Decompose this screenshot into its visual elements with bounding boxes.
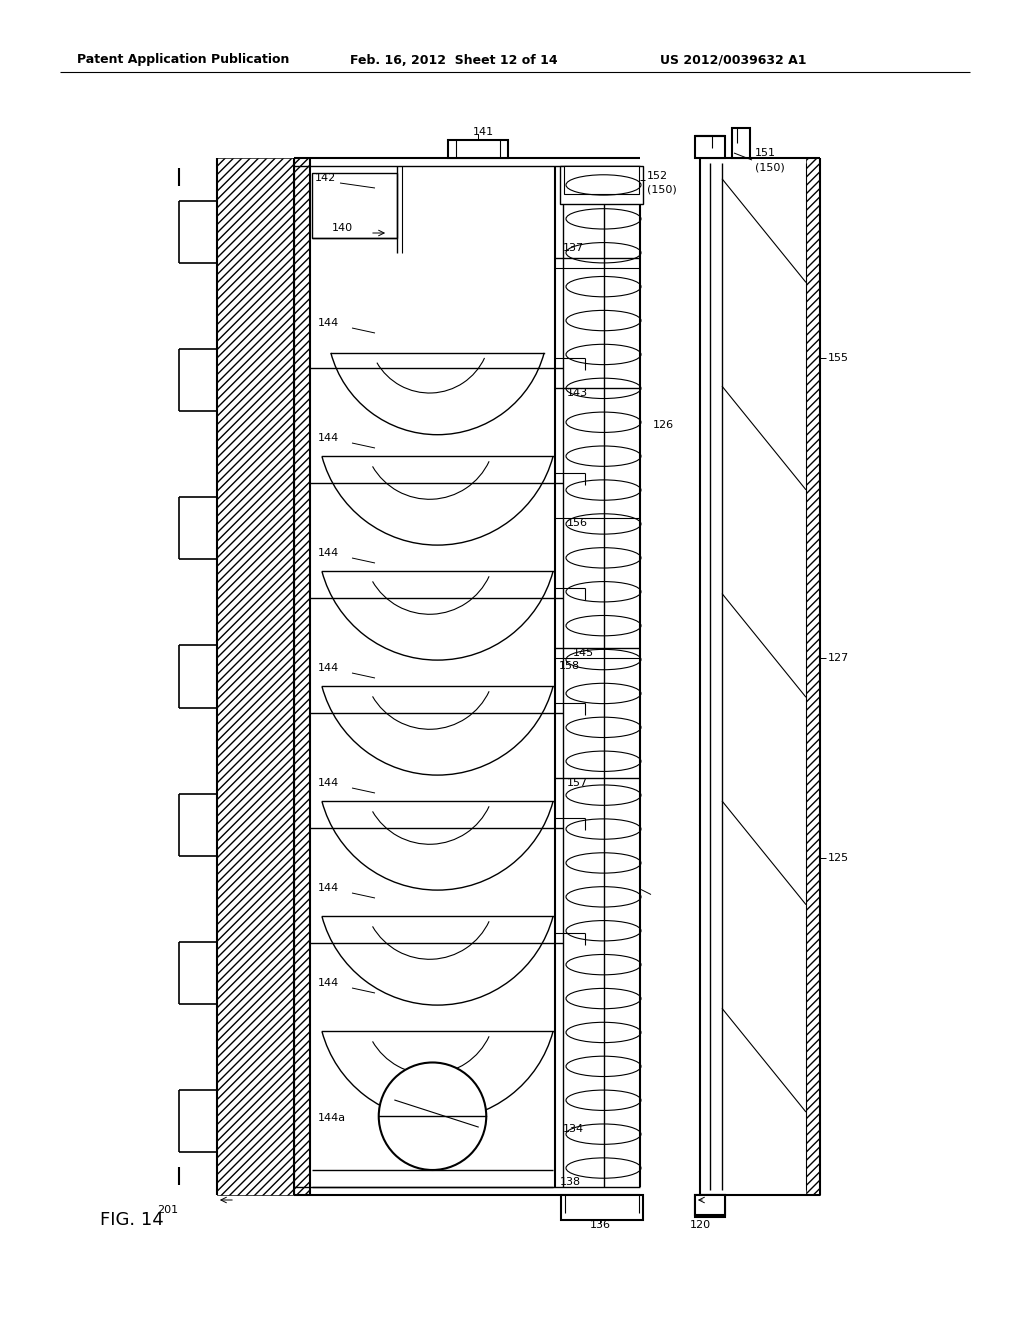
Text: FIG. 14: FIG. 14: [100, 1210, 164, 1229]
Text: 136: 136: [590, 1220, 610, 1230]
Text: 134: 134: [563, 1125, 584, 1134]
Text: 144: 144: [318, 883, 339, 894]
Text: Feb. 16, 2012  Sheet 12 of 14: Feb. 16, 2012 Sheet 12 of 14: [350, 54, 558, 66]
Text: 152: 152: [647, 172, 668, 181]
Bar: [695, 1195, 725, 1217]
Text: 144: 144: [318, 433, 339, 444]
Text: 127: 127: [828, 653, 849, 663]
Bar: [312, 173, 397, 238]
Bar: [294, 158, 310, 1195]
Text: 155: 155: [828, 352, 849, 363]
Text: 142: 142: [315, 173, 336, 183]
Text: 143: 143: [567, 388, 588, 399]
Text: 144a: 144a: [318, 1113, 346, 1123]
Text: (150): (150): [647, 185, 677, 195]
Text: 151: 151: [755, 148, 776, 158]
Text: 158: 158: [559, 661, 581, 671]
Bar: [560, 166, 643, 205]
Bar: [217, 158, 294, 1195]
Text: 125: 125: [828, 853, 849, 863]
Text: 157: 157: [567, 777, 588, 788]
Text: 144: 144: [318, 978, 339, 987]
Bar: [449, 140, 508, 158]
Circle shape: [379, 1063, 486, 1170]
Bar: [806, 158, 820, 1195]
Text: 120: 120: [690, 1220, 711, 1230]
Bar: [564, 166, 639, 194]
Text: 137: 137: [563, 243, 584, 253]
Text: 126: 126: [653, 421, 674, 430]
Text: 141: 141: [472, 127, 494, 137]
Text: 138: 138: [560, 1177, 582, 1187]
Text: 144: 144: [318, 318, 339, 327]
Text: 144: 144: [318, 777, 339, 788]
Text: 145: 145: [573, 648, 594, 657]
Text: US 2012/0039632 A1: US 2012/0039632 A1: [660, 54, 807, 66]
Text: 144: 144: [318, 548, 339, 558]
Text: 156: 156: [567, 517, 588, 528]
Text: (150): (150): [755, 162, 784, 173]
Bar: [695, 136, 725, 158]
Bar: [695, 1195, 725, 1214]
Bar: [561, 1195, 643, 1220]
Text: 140: 140: [332, 223, 353, 234]
Text: Patent Application Publication: Patent Application Publication: [77, 54, 290, 66]
Bar: [732, 128, 750, 158]
Text: 201: 201: [157, 1205, 178, 1214]
Text: 144: 144: [318, 663, 339, 673]
